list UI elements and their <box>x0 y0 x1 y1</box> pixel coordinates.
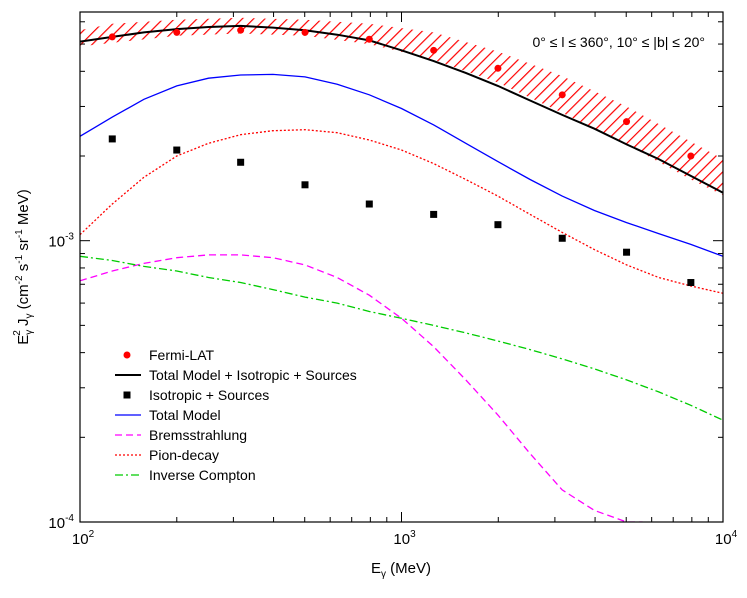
fermi-lat-point <box>237 26 245 34</box>
series-inverse-compton <box>80 255 723 421</box>
isotropic-sources-point <box>558 234 566 242</box>
fermi-lat-point <box>558 91 566 99</box>
legend-item: Inverse Compton <box>115 467 256 483</box>
fermi-lat-point <box>365 35 373 43</box>
isotropic-sources-point <box>108 135 116 143</box>
isotropic-sources-point <box>430 210 438 218</box>
legend-label: Pion-decay <box>149 447 219 463</box>
axis-ticks: 102 103 104 10-4 10-3 <box>48 12 738 548</box>
isotropic-sources-point <box>173 146 181 154</box>
x-tick-label: 103 <box>393 529 416 548</box>
fermi-lat-point <box>687 152 695 160</box>
legend-marker <box>123 351 131 359</box>
isotropic-sources-point <box>623 248 631 256</box>
legend-label: Inverse Compton <box>149 467 256 483</box>
isotropic-sources-point <box>237 158 245 166</box>
legend-item: Bremsstrahlung <box>115 427 247 443</box>
legend-item: Total Model + Isotropic + Sources <box>115 367 357 383</box>
plot-frame <box>79 11 724 523</box>
y-tick-label: 10-4 <box>48 513 74 532</box>
series-bremsstrahlung <box>80 254 643 522</box>
plot-content <box>80 17 723 522</box>
fermi-lat-point <box>623 118 631 126</box>
y-axis-label: Eγ2 Jγ (cm-2 s-1 sr-1 MeV) <box>12 189 35 345</box>
legend-label: Bremsstrahlung <box>149 427 247 443</box>
data-markers <box>108 26 695 287</box>
isotropic-sources-point <box>494 221 502 229</box>
series-total-model-isotropic-sources <box>80 24 723 194</box>
isotropic-sources-point <box>301 181 309 189</box>
legend-marker <box>123 391 131 399</box>
legend-label: Total Model <box>149 407 221 423</box>
y-tick-label: 10-3 <box>48 232 74 251</box>
series-pion-decay <box>80 129 723 294</box>
fermi-lat-systematic-band <box>80 17 723 196</box>
legend: Fermi-LAT Total Model + Isotropic + Sourc… <box>115 347 357 483</box>
x-axis-label: Eγ (MeV) <box>371 560 431 580</box>
legend-label: Isotropic + Sources <box>149 387 269 403</box>
fermi-lat-point <box>301 28 309 36</box>
fermi-lat-point <box>430 46 438 54</box>
legend-item: Isotropic + Sources <box>123 387 269 403</box>
legend-label: Total Model + Isotropic + Sources <box>149 367 357 383</box>
x-tick-label: 102 <box>72 529 95 548</box>
legend-item: Fermi-LAT <box>123 347 215 363</box>
model-curves <box>80 24 723 522</box>
fermi-lat-point <box>173 28 181 36</box>
x-tick-label: 104 <box>715 529 738 548</box>
legend-item: Pion-decay <box>115 447 219 463</box>
region-annotation: 0° ≤ l ≤ 360°, 10° ≤ |b| ≤ 20° <box>533 34 705 50</box>
series-total-model <box>80 73 723 257</box>
fermi-lat-point <box>108 33 116 41</box>
legend-item: Total Model <box>115 407 221 423</box>
fermi-lat-point <box>494 64 502 72</box>
isotropic-sources-point <box>687 279 695 287</box>
legend-label: Fermi-LAT <box>149 347 215 363</box>
isotropic-sources-point <box>365 200 373 208</box>
